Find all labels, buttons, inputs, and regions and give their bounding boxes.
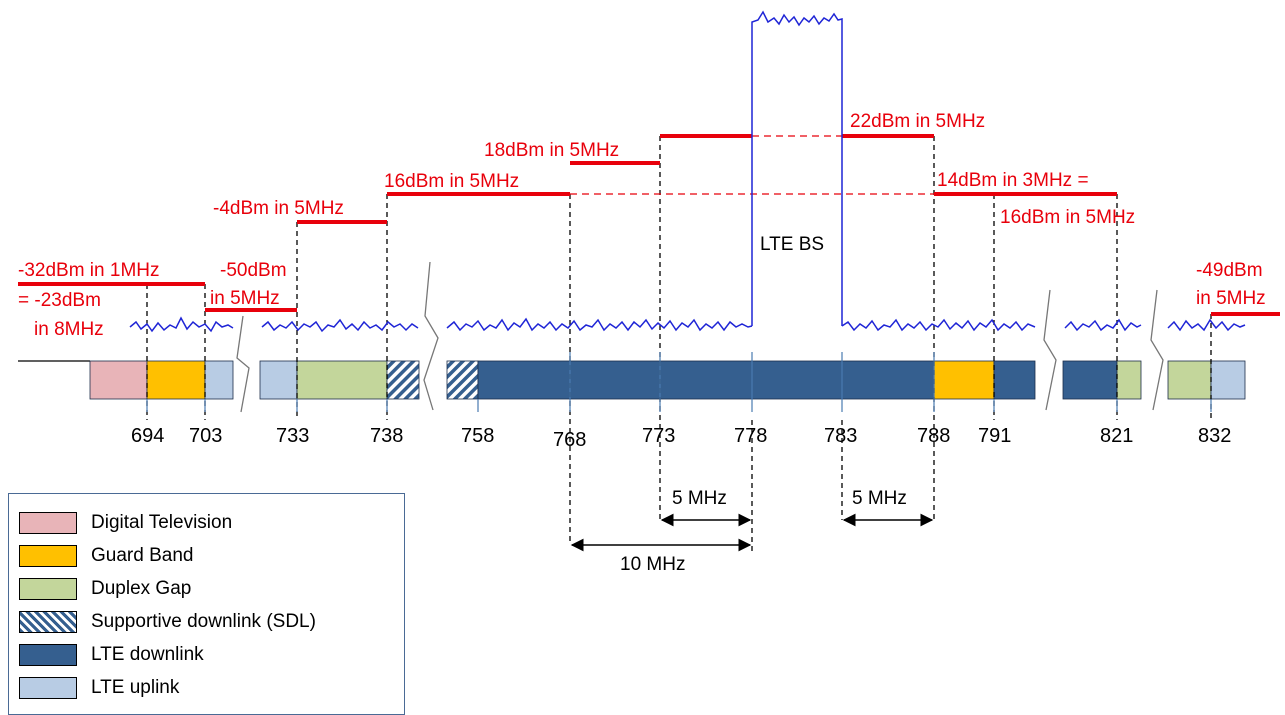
limit-label-5: 18dBm in 5MHz	[484, 140, 619, 161]
axis-breaks	[236, 261, 1164, 413]
legend-swatch	[19, 512, 77, 534]
band-uplink-1	[204, 360, 234, 400]
noise-seg-2	[261, 318, 419, 333]
limit-label-3: -4dBm in 5MHz	[213, 198, 344, 219]
band-duplex-gap-1	[296, 360, 388, 400]
legend-item-guard-band: Guard Band	[19, 543, 193, 569]
legend-swatch	[19, 545, 77, 567]
band-duplex-gap-2	[1116, 360, 1142, 400]
band-sdl-2	[446, 360, 479, 400]
emission-spectrum	[129, 10, 1246, 333]
noise-seg-6	[1167, 318, 1246, 332]
freq-label: 778	[734, 425, 767, 447]
axis-break-3	[1043, 289, 1057, 411]
band-uplink-3	[993, 360, 1036, 400]
legend-swatch	[19, 644, 77, 666]
band-digital-tv	[89, 360, 148, 400]
legend-label: LTE uplink	[91, 677, 180, 698]
band-duplex-gap-3	[1167, 360, 1212, 400]
band-uplink-4	[1210, 360, 1246, 400]
freq-label: 788	[917, 425, 950, 447]
legend-label: Supportive downlink (SDL)	[91, 611, 316, 632]
spacing-label-c: 10 MHz	[620, 554, 685, 575]
limit-label-1b: = -23dBm	[18, 290, 101, 311]
legend-label: Guard Band	[91, 545, 194, 566]
limit-label-2b: in 5MHz	[210, 288, 280, 309]
legend-label: Duplex Gap	[91, 578, 192, 599]
limit-label-7a: 14dBm in 3MHz =	[937, 170, 1089, 191]
limit-label-8b: in 5MHz	[1196, 288, 1266, 309]
legend-swatch	[19, 677, 77, 699]
legend: Digital Television Guard Band Duplex Gap…	[8, 493, 405, 715]
legend-swatch-hatched	[19, 611, 77, 633]
freq-label: 821	[1100, 425, 1133, 447]
legend-item-duplex-gap: Duplex Gap	[19, 576, 191, 602]
band-sdl-1	[386, 360, 420, 400]
limit-label-2a: -50dBm	[220, 260, 287, 281]
legend-item-lte-uplink: LTE uplink	[19, 675, 179, 701]
legend-swatch	[19, 578, 77, 600]
emission-limits	[18, 134, 1280, 316]
freq-label: 758	[461, 425, 494, 447]
limit-label-7b: 16dBm in 5MHz	[1000, 207, 1135, 228]
freq-label: 791	[978, 425, 1011, 447]
axis-break-1	[236, 315, 250, 413]
limit-label-8a: -49dBm	[1196, 260, 1263, 281]
noise-seg-1	[129, 316, 234, 333]
legend-item-sdl: Supportive downlink (SDL)	[19, 609, 316, 635]
axis-break-4	[1150, 289, 1164, 411]
freq-label: 733	[276, 425, 309, 447]
limit-label-1a: -32dBm in 1MHz	[18, 260, 160, 281]
freq-label: 832	[1198, 425, 1231, 447]
noise-seg-5	[1064, 318, 1142, 332]
carrier-envelope	[751, 10, 843, 326]
freq-label: 773	[642, 425, 675, 447]
noise-seg-4	[841, 318, 1036, 332]
frequency-axis-labels: 694 703 733 738 758 768 773 778 783 788 …	[131, 425, 1231, 451]
limit-labels: -32dBm in 1MHz = -23dBm in 8MHz -50dBm i…	[18, 111, 1266, 340]
edge-ticks	[146, 352, 1212, 412]
band-guard-2	[933, 360, 995, 400]
limit-label-4: 16dBm in 5MHz	[384, 171, 519, 192]
spacing-label-a: 5 MHz	[672, 488, 727, 509]
freq-label: 738	[370, 425, 403, 447]
band-lte-downlink-main	[477, 360, 935, 400]
freq-label: 694	[131, 425, 164, 447]
band-guard-1	[146, 360, 206, 400]
band-lte-downlink-2	[1062, 360, 1118, 400]
legend-item-lte-downlink: LTE downlink	[19, 642, 204, 668]
band-strip	[89, 360, 1246, 400]
legend-label: LTE downlink	[91, 644, 204, 665]
band-uplink-2	[259, 360, 298, 400]
axis-break-2	[423, 261, 439, 411]
limit-label-1c: in 8MHz	[34, 319, 104, 340]
noise-seg-3	[446, 317, 753, 332]
freq-label: 768	[553, 429, 586, 451]
legend-item-digital-tv: Digital Television	[19, 510, 232, 536]
spacing-label-b: 5 MHz	[852, 488, 907, 509]
freq-label: 703	[189, 425, 222, 447]
legend-label: Digital Television	[91, 512, 233, 533]
freq-label: 783	[824, 425, 857, 447]
limit-label-6: 22dBm in 5MHz	[850, 111, 985, 132]
carrier-label: LTE BS	[760, 234, 824, 255]
spacing-annotations: 5 MHz 5 MHz 10 MHz	[570, 488, 934, 575]
